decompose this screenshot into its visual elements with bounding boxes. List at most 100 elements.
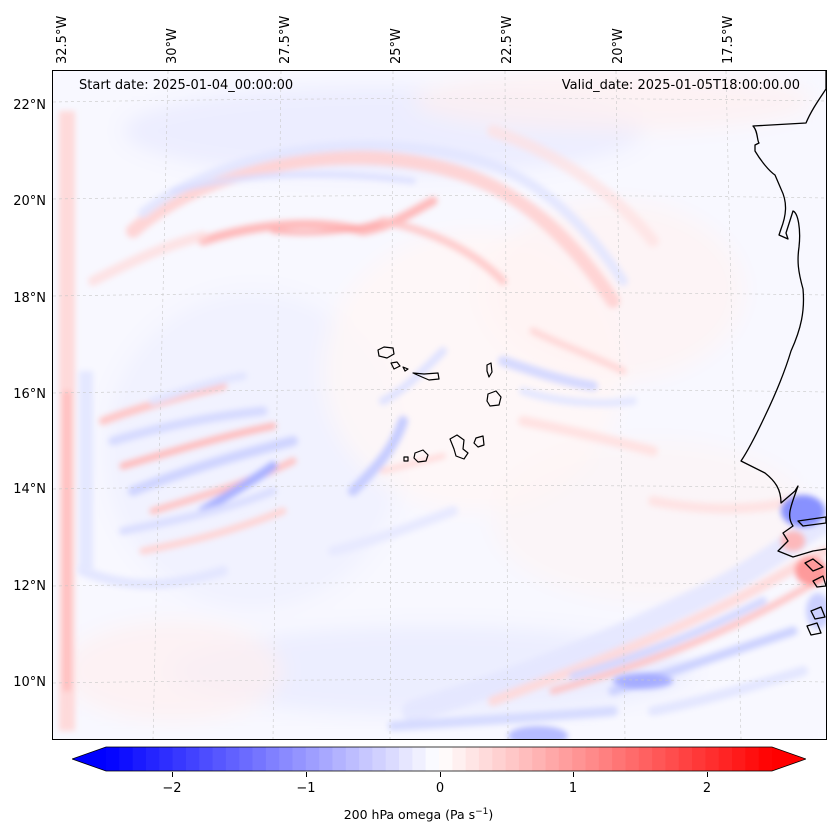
colorbar-tick-0: 0 — [435, 781, 445, 796]
colorbar-segment — [279, 747, 293, 771]
central-features — [328, 327, 658, 556]
colorbar-tickmark-neg1 — [306, 772, 307, 777]
colorbar-tick-2: 2 — [702, 781, 712, 796]
colorbar-segment — [705, 747, 720, 771]
colorbar-segment — [478, 747, 493, 771]
lat-label-14n: 14°N — [13, 482, 46, 497]
island-sao-vicente — [390, 361, 401, 370]
lat-label-20n: 20°N — [13, 194, 46, 209]
colorbar-tick-neg1: −1 — [296, 781, 316, 796]
colorbar-tick-neg2: −2 — [162, 781, 182, 796]
colorbar-segment — [505, 747, 520, 771]
island-santa-luzia — [402, 366, 409, 372]
colorbar-tickmark-neg2 — [172, 772, 173, 777]
colorbar-segment — [359, 747, 373, 771]
lon-label-32-5w: 32.5°W — [55, 15, 70, 64]
colorbar-segment — [185, 747, 200, 771]
colorbar-segment — [305, 747, 320, 771]
graticule — [53, 71, 826, 739]
colorbar-segment — [145, 747, 160, 771]
colorbar-segment — [239, 747, 254, 771]
gambia-river-outline — [797, 516, 826, 527]
colorbar-tick-1: 1 — [568, 781, 578, 796]
colorbar-segment — [332, 747, 347, 771]
colorbar-segment — [545, 747, 560, 771]
colorbar-extend-min — [72, 747, 106, 771]
lon-label-17-5w: 17.5°W — [721, 15, 736, 64]
colorbar-segment — [745, 747, 760, 771]
island-santo-antao — [377, 346, 395, 359]
colorbar-segment — [758, 747, 773, 771]
colorbar-segment — [212, 747, 227, 771]
colorbar-segment — [399, 747, 413, 771]
colorbar-label-prefix: 200 hPa omega (Pa s — [343, 807, 476, 823]
colorbar-segment — [292, 747, 307, 771]
cape-verde-islands — [377, 346, 502, 463]
colorbar-segment — [558, 747, 573, 771]
lon-label-22-5w: 22.5°W — [500, 15, 515, 64]
coastlines — [740, 71, 826, 636]
colorbar-extend-max — [772, 747, 806, 771]
island-santiago — [449, 434, 469, 460]
colorbar-segment — [225, 747, 240, 771]
colorbar-segment — [172, 747, 187, 771]
island-boa-vista — [486, 390, 502, 407]
colorbar-segment — [518, 747, 533, 771]
island-maio — [473, 435, 485, 448]
colorbar-segment — [598, 747, 613, 771]
colorbar-segment — [572, 747, 587, 771]
island-sao-nicolau — [412, 372, 440, 381]
lat-label-22n: 22°N — [13, 98, 46, 113]
map-panel: Start date: 2025-01-04_00:00:00 Valid_da… — [52, 70, 827, 740]
colorbar-segment — [372, 747, 387, 771]
colorbar-segment — [425, 747, 440, 771]
lon-label-20w: 20°W — [611, 28, 626, 64]
colorbar-segment — [452, 747, 467, 771]
lon-label-25w: 25°W — [389, 28, 404, 64]
lon-label-27-5w: 27.5°W — [278, 15, 293, 64]
colorbar-segment — [652, 747, 666, 771]
colorbar-segment — [465, 747, 480, 771]
colorbar-segment — [159, 747, 174, 771]
colorbar-segment — [132, 747, 147, 771]
northern-wave-arcs — [88, 125, 659, 308]
lat-label-16n: 16°N — [13, 387, 46, 402]
colorbar-segment — [492, 747, 507, 771]
colorbar-segment — [612, 747, 626, 771]
lat-label-10n: 10°N — [13, 675, 46, 690]
colorbar-segment — [106, 747, 120, 771]
colorbar-segment — [585, 747, 600, 771]
island-brava — [403, 456, 409, 462]
colorbar-segments — [72, 747, 806, 771]
lon-label-30w: 30°W — [165, 28, 180, 64]
valid-date-label: Valid_date: 2025-01-05T18:00:00.00 — [561, 78, 800, 93]
colorbar-segment — [732, 747, 746, 771]
colorbar-segment — [532, 747, 547, 771]
colorbar-label-suffix: ) — [488, 807, 494, 823]
lat-label-18n: 18°N — [13, 291, 46, 306]
colorbar-segment — [625, 747, 640, 771]
colorbar-segment — [345, 747, 360, 771]
colorbar-segment — [265, 747, 280, 771]
colorbar-segment — [439, 747, 453, 771]
colorbar-label: 200 hPa omega (Pa s−1) — [0, 807, 837, 822]
island-sal — [486, 362, 493, 378]
africa-coastline — [740, 71, 826, 558]
colorbar-segment — [412, 747, 427, 771]
colorbar-segment — [638, 747, 653, 771]
colorbar-segment — [319, 747, 333, 771]
island-fogo — [413, 449, 429, 463]
colorbar-tickmark-2 — [707, 772, 708, 777]
colorbar — [72, 746, 806, 772]
colorbar-segment — [199, 747, 214, 771]
guinea-bissau-islands — [804, 558, 826, 636]
colorbar-label-exponent: −1 — [475, 807, 489, 817]
colorbar-tickmark-1 — [573, 772, 574, 777]
colorbar-segment — [665, 747, 680, 771]
colorbar-segment — [692, 747, 706, 771]
colorbar-segment — [678, 747, 693, 771]
left-edge-band — [59, 111, 93, 731]
lat-label-12n: 12°N — [13, 579, 46, 594]
colorbar-tickmark-0 — [440, 772, 441, 777]
colorbar-segment — [718, 747, 733, 771]
